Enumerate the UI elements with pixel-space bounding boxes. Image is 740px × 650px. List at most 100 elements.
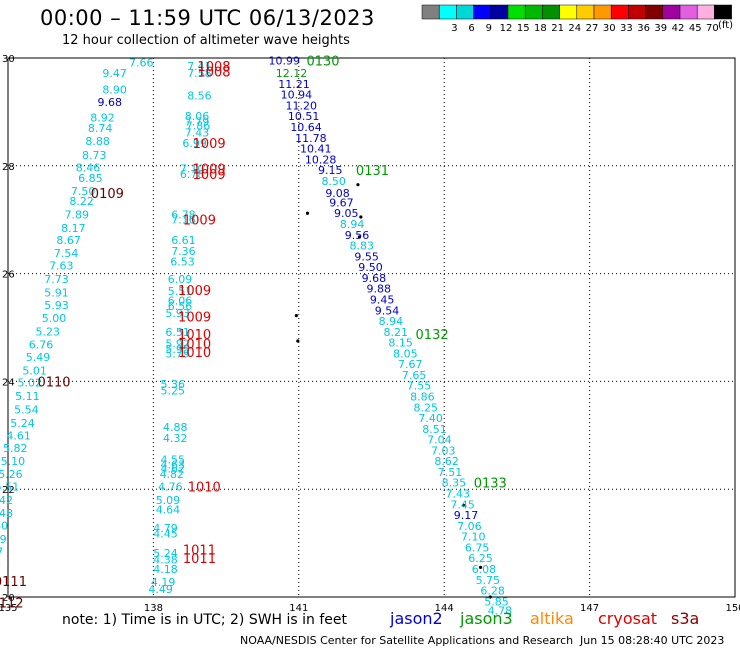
lat-tick-label: 26	[2, 270, 15, 281]
legend-jason2: jason2	[390, 609, 443, 628]
wave-height-label: 8.74	[88, 122, 113, 135]
pass-time-label: 1009	[193, 162, 226, 177]
wave-height-label: 4.40	[0, 519, 8, 532]
wave-height-label: 5.95	[165, 343, 190, 356]
land-dot	[488, 595, 492, 599]
wave-height-label: 6.28	[480, 585, 505, 598]
wave-height-label: 5.01	[22, 365, 47, 378]
wave-height-label: 8.94	[379, 315, 404, 328]
pass-time-label: 1011	[183, 552, 216, 567]
land-dot	[294, 314, 298, 318]
pass-time-label: 0130	[306, 55, 339, 70]
wave-height-label: 9.47	[102, 67, 127, 80]
wave-height-label: 8.35	[442, 477, 467, 490]
wave-height-label: 8.86	[410, 390, 435, 403]
lon-tick-label: 135	[0, 603, 18, 614]
wave-height-label: 11.21	[278, 78, 310, 91]
wave-height-label: 7.63	[49, 260, 74, 273]
wave-height-label: 5.02	[18, 376, 43, 389]
pass-time-label: 1010	[178, 328, 211, 343]
scale-tick-label: 12	[500, 23, 513, 34]
pass-time-label: 1009	[183, 214, 216, 229]
wave-height-label: 8.88	[85, 135, 110, 148]
wave-height-label: 5.24	[153, 547, 178, 560]
wave-height-label: 8.94	[340, 218, 365, 231]
wave-height-label: 9.55	[354, 250, 379, 263]
scale-tick-label: 33	[620, 23, 633, 34]
wave-height-label: 5.51	[0, 481, 19, 494]
wave-height-label: 8.51	[422, 423, 447, 436]
wave-height-label: 8.67	[56, 234, 81, 247]
color-scale-unit: (ft)	[718, 20, 734, 31]
wave-height-label: 7.45	[450, 498, 475, 511]
wave-height-label: 5.49	[26, 351, 51, 364]
wave-height-label: 7.40	[418, 412, 443, 425]
lat-tick-label: 20	[2, 593, 15, 604]
wave-height-label: 4.45	[153, 527, 178, 540]
land-dot	[357, 235, 361, 239]
wave-height-label: 5.10	[1, 455, 26, 468]
wave-height-label: 8.62	[434, 455, 459, 468]
scale-tick-label: 70	[706, 23, 719, 34]
pass-time-label: 0112	[0, 596, 24, 611]
wave-height-label: 4.76	[158, 481, 183, 494]
legend-s3a: s3a	[671, 609, 700, 628]
pass-time-label: 1009	[193, 168, 226, 183]
scale-tick-label: 15	[517, 23, 530, 34]
wave-height-label: 5.26	[0, 468, 23, 481]
land-dot	[356, 183, 360, 187]
wave-height-label: 6.53	[170, 256, 195, 269]
wave-height-label: 8.50	[321, 175, 346, 188]
wave-height-label: 5.09	[156, 494, 181, 507]
wave-height-label: 10.41	[300, 143, 332, 156]
wave-height-label: 6.85	[78, 172, 103, 185]
wave-height-label: 5.36	[161, 378, 186, 391]
scale-tick-label: 21	[551, 23, 564, 34]
wave-height-label: 8.05	[393, 347, 418, 360]
scale-tick-label: 45	[689, 23, 702, 34]
wave-height-label: 3.89	[0, 533, 7, 546]
wave-height-label: 7.54	[54, 247, 79, 260]
wave-height-label: 5.75	[476, 574, 501, 587]
scale-tick-label: 18	[534, 23, 547, 34]
wave-height-label: 4.55	[161, 454, 186, 467]
pass-time-label: 0109	[91, 187, 124, 202]
wave-height-label: 7.89	[65, 208, 90, 221]
wave-height-label: 8.17	[61, 222, 86, 235]
land-dot	[305, 211, 310, 215]
land-dot	[461, 503, 466, 507]
wave-height-label: 5.85	[484, 595, 509, 608]
wave-height-label: 10.28	[305, 153, 337, 166]
pass-time-label: 1010	[178, 346, 211, 361]
map-frame	[7, 57, 736, 598]
pass-time-label: 0131	[356, 164, 389, 179]
note-text: note: 1) Time is in UTC; 2) SWH is in fe…	[62, 612, 348, 628]
wave-height-label: 10.94	[281, 89, 313, 102]
wave-height-label: 4.48	[0, 507, 13, 520]
map-title: 00:00 – 11:59 UTC 06/13/2023	[40, 6, 375, 30]
wave-height-label: 4.32	[163, 432, 188, 445]
wave-height-label: 7.50	[71, 185, 96, 198]
pass-time-label: 1009	[178, 284, 211, 299]
wave-height-label: 12.12	[276, 67, 308, 80]
wave-height-label: 4.18	[153, 563, 178, 576]
wave-height-label: 8.73	[82, 149, 107, 162]
wave-height-label: 5.24	[10, 417, 35, 430]
pass-time-label: 1008	[197, 60, 230, 75]
wave-height-label: 4.19	[151, 576, 176, 589]
wave-height-label: 8.90	[102, 83, 127, 96]
land-dot	[359, 215, 363, 219]
wave-height-label: 7.43	[185, 126, 210, 139]
wave-height-label: 8.46	[76, 161, 101, 174]
pass-time-label: 1011	[183, 544, 216, 559]
pass-time-label: 1008	[197, 65, 230, 80]
footer-credit: NOAA/NESDIS Center for Satellite Applica…	[240, 634, 574, 647]
wave-height-label: 5.00	[42, 312, 67, 325]
wave-height-label: 8.15	[388, 337, 413, 350]
wave-height-label: 7.16	[171, 214, 196, 227]
color-scale-legend: 3 6 9 12 15 18 21 24 27 30 33 36 39 42 45 70	[421, 4, 732, 34]
wave-height-label: 6.61	[171, 234, 196, 247]
wave-height-label: 4.62	[161, 463, 186, 476]
